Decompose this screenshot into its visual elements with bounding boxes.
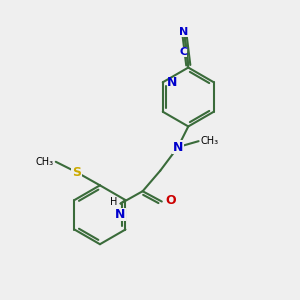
Text: N: N xyxy=(178,27,188,37)
Text: H: H xyxy=(110,197,118,207)
Text: C: C xyxy=(179,47,187,57)
Text: N: N xyxy=(116,208,126,221)
Text: S: S xyxy=(72,166,81,178)
Text: N: N xyxy=(167,76,178,89)
Text: CH₃: CH₃ xyxy=(35,157,53,167)
Text: N: N xyxy=(173,141,183,154)
Text: O: O xyxy=(165,194,176,207)
Text: CH₃: CH₃ xyxy=(201,136,219,146)
